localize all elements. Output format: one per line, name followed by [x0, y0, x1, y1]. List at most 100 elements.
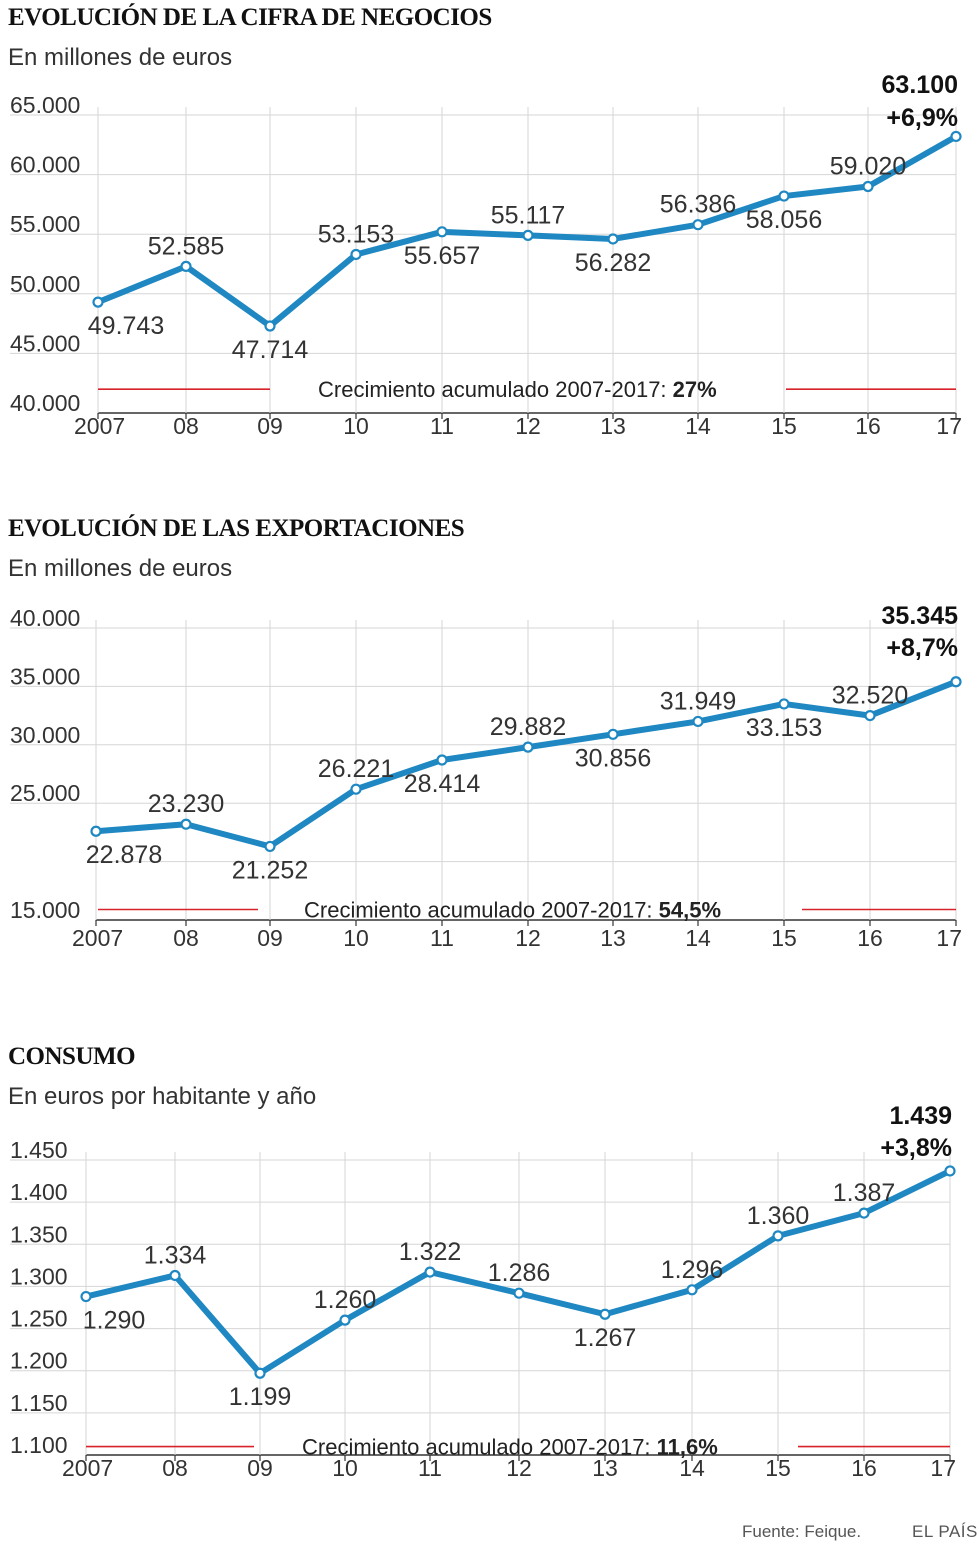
growth-value: 11,6%: [657, 1435, 718, 1460]
ytick-label: 1.200: [10, 1348, 68, 1374]
xtick-label: 16: [857, 925, 883, 951]
chart-turnover: 40.000 45.000 50.000 55.000 60.000 65.000 2007…: [10, 71, 962, 439]
growth-annotation: Crecimiento acumulado 2007-2017: 11,6%: [302, 1435, 718, 1460]
data-point: [180, 260, 192, 272]
data-label: 49.743: [88, 312, 164, 340]
chart-consumption: 1.100 1.150 1.200 1.250 1.300 1.350 1.400 1.450…: [10, 1102, 956, 1481]
xtick-label: 11: [430, 925, 454, 951]
data-point: [772, 1230, 784, 1242]
data-point: [950, 676, 962, 688]
data-point: [862, 180, 874, 193]
ytick-label: 60.000: [10, 152, 80, 178]
xtick-label: 10: [343, 925, 369, 951]
data-point: [858, 1207, 870, 1219]
xtick-label: 09: [257, 413, 283, 439]
data-label: 59.020: [830, 153, 906, 181]
chart2-title: EVOLUCIÓN DE LAS EXPORTACIONES: [8, 515, 465, 542]
ytick-label: 55.000: [10, 211, 80, 237]
xtick-label: 11: [430, 413, 454, 439]
growth-annotation: Crecimiento acumulado 2007-2017: 27%: [318, 377, 717, 402]
brand-logo: EL PAÍS: [912, 1522, 978, 1541]
ytick-label: 50.000: [10, 271, 80, 297]
xtick-label: 16: [855, 413, 881, 439]
data-label: 1.286: [488, 1259, 551, 1287]
ytick-label: 1.350: [10, 1221, 68, 1247]
xtick-label: 2007: [62, 1455, 113, 1481]
xtick-label: 17: [936, 925, 962, 951]
data-point: [180, 818, 192, 830]
data-point: [607, 728, 619, 740]
ytick-label: 1.150: [10, 1390, 68, 1416]
data-point: [599, 1308, 611, 1320]
chart1-subtitle: En millones de euros: [8, 44, 233, 71]
final-change-label: +6,9%: [886, 104, 958, 132]
ytick-label: 40.000: [10, 390, 80, 416]
xtick-label: 12: [515, 925, 541, 951]
growth-label: Crecimiento acumulado 2007-2017:: [302, 1435, 657, 1460]
ytick-label: 45.000: [10, 330, 80, 356]
xtick-label: 15: [771, 925, 797, 951]
data-label: 1.296: [661, 1256, 724, 1284]
data-label: 22.878: [86, 841, 162, 869]
data-point: [424, 1266, 436, 1278]
xtick-label: 13: [600, 925, 626, 951]
data-label: 1.290: [83, 1307, 146, 1335]
xtick-label: 2007: [72, 925, 123, 951]
data-label: 33.153: [746, 714, 822, 742]
data-label: 55.657: [404, 242, 480, 270]
data-label: 1.260: [314, 1286, 377, 1314]
series-line: [93, 678, 959, 850]
data-point: [944, 1165, 956, 1177]
xtick-label: 17: [936, 413, 962, 439]
data-point: [339, 1314, 351, 1326]
xtick-label: 12: [515, 413, 541, 439]
xtick-label: 09: [257, 925, 283, 951]
ytick-label: 40.000: [10, 605, 80, 631]
final-value-label: 35.345: [882, 602, 959, 630]
xtick-label: 14: [685, 925, 711, 951]
data-label: 21.252: [232, 856, 308, 884]
ytick-label: 30.000: [10, 722, 80, 748]
ytick-label: 1.300: [10, 1263, 68, 1289]
data-label: 1.322: [399, 1238, 462, 1266]
data-label: 52.585: [148, 232, 224, 260]
data-label: 26.221: [318, 755, 394, 783]
data-label: 1.267: [574, 1324, 637, 1352]
xtick-label: 15: [771, 413, 797, 439]
data-label: 58.056: [746, 206, 822, 234]
growth-label: Crecimiento acumulado 2007-2017:: [318, 377, 673, 402]
data-point: [264, 840, 276, 853]
xtick-label: 11: [418, 1455, 442, 1481]
xtick-label: 13: [600, 413, 626, 439]
source-note: Fuente: Feique.: [742, 1522, 862, 1541]
data-label: 1.360: [747, 1202, 810, 1230]
ytick-label: 1.400: [10, 1179, 68, 1205]
data-point: [522, 229, 534, 241]
growth-annotation: Crecimiento acumulado 2007-2017: 54,5%: [304, 897, 721, 922]
data-label: 56.386: [660, 191, 736, 219]
xtick-label: 08: [173, 925, 199, 951]
data-label: 31.949: [660, 687, 736, 715]
final-value-label: 1.439: [889, 1102, 952, 1130]
ytick-label: 1.250: [10, 1306, 68, 1332]
final-change-label: +3,8%: [880, 1134, 952, 1162]
xtick-label: 12: [506, 1455, 532, 1481]
data-point: [607, 233, 619, 245]
xtick-label: 2007: [74, 413, 125, 439]
data-point: [264, 320, 276, 332]
data-point: [80, 1290, 92, 1303]
data-point: [350, 783, 362, 795]
xtick-label: 08: [173, 413, 199, 439]
data-point: [686, 1284, 698, 1296]
data-label: 30.856: [575, 744, 651, 772]
data-point: [436, 226, 448, 238]
xtick-label: 16: [851, 1455, 877, 1481]
chart3-subtitle: En euros por habitante y año: [8, 1083, 317, 1110]
data-label: 47.714: [232, 336, 309, 364]
xtick-label: 14: [685, 413, 711, 439]
data-point: [169, 1269, 181, 1282]
data-point: [436, 754, 448, 766]
data-point: [778, 190, 790, 202]
data-point: [522, 741, 534, 753]
xtick-label: 09: [247, 1455, 273, 1481]
